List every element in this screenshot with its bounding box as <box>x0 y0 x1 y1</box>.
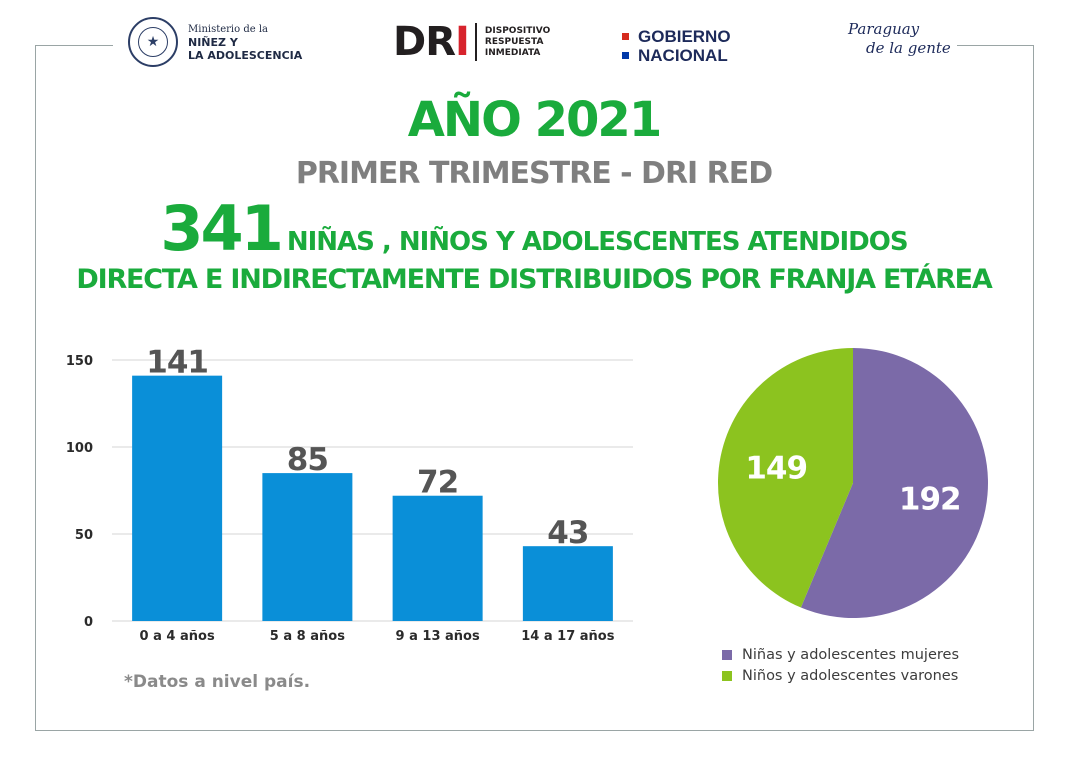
ministerio-logo: ★ Ministerio de la NIÑEZ Y LA ADOLESCENC… <box>128 17 302 67</box>
x-tick-label: 14 a 17 años <box>521 629 614 644</box>
page-title: AÑO 2021 <box>407 92 662 148</box>
bar <box>262 473 353 621</box>
legend-swatch-varones <box>722 670 732 681</box>
dri-line1: DISPOSITIVO <box>484 25 551 36</box>
bar-data-label: 85 <box>287 442 328 478</box>
dri-line2: RESPUESTA <box>484 36 544 47</box>
gobierno-line1: GOBIERNO <box>638 27 731 46</box>
pie-data-label: 192 <box>899 481 961 517</box>
paraguay-line2: de la gente <box>866 39 951 57</box>
bar <box>392 495 483 621</box>
bar <box>132 375 223 621</box>
ministerio-line1: Ministerio de la <box>188 23 268 35</box>
x-tick-label: 9 a 13 años <box>396 629 480 644</box>
dri-line3: INMEDIATA <box>484 47 541 58</box>
dri-letter-i: I <box>455 19 470 65</box>
pie-legend: Niñas y adolescentes mujeres Niños y ado… <box>722 644 959 686</box>
flag-icon <box>622 33 629 59</box>
dri-logo: DRI DISPOSITIVO RESPUESTA INMEDIATA <box>393 22 550 62</box>
y-tick-label: 50 <box>75 528 93 543</box>
gobierno-logo: GOBIERNO NACIONAL <box>622 27 731 65</box>
gobierno-line2: NACIONAL <box>638 46 728 65</box>
page-subtitle: PRIMER TRIMESTRE - DRI RED <box>295 156 773 191</box>
paraguay-line1: Paraguay <box>848 20 920 38</box>
pie-slice <box>718 348 853 608</box>
frame-left <box>35 45 36 731</box>
dri-letter-d: D <box>393 19 426 65</box>
ministerio-line2: NIÑEZ Y <box>188 35 238 49</box>
frame-top-right <box>957 45 1034 46</box>
bar <box>522 546 613 621</box>
bar-data-label: 72 <box>417 465 458 501</box>
frame-right <box>1033 45 1034 731</box>
legend-swatch-mujeres <box>722 649 732 660</box>
headline-text: NIÑAS , NIÑOS Y ADOLESCENTES ATENDIDOS <box>286 227 909 257</box>
legend-label-mujeres: Niñas y adolescentes mujeres <box>742 646 960 663</box>
y-tick-label: 100 <box>66 441 93 456</box>
x-tick-label: 5 a 8 años <box>270 629 345 644</box>
legend-label-varones: Niños y adolescentes varones <box>742 667 959 684</box>
headline-line2: DIRECTA E INDIRECTAMENTE DISTRIBUIDOS PO… <box>76 264 992 295</box>
frame-top-left <box>35 45 113 46</box>
footnote: *Datos a nivel país. <box>124 672 311 692</box>
seal-icon: ★ <box>128 17 178 67</box>
pie-slice <box>800 348 989 618</box>
headline: 341 NIÑAS , NIÑOS Y ADOLESCENTES ATENDIDO… <box>0 192 1068 265</box>
ministerio-line3: LA ADOLESCENCIA <box>188 48 303 62</box>
total-count: 341 <box>160 192 283 265</box>
y-tick-label: 150 <box>66 354 93 369</box>
pie-data-label: 149 <box>745 451 807 487</box>
header-logos: ★ Ministerio de la NIÑEZ Y LA ADOLESCENC… <box>0 0 1068 90</box>
dri-wordmark: DRI <box>393 19 470 65</box>
legend-item-varones: Niños y adolescentes varones <box>722 665 959 686</box>
frame-bottom <box>35 730 1034 731</box>
dri-separator <box>474 23 477 61</box>
bar-data-label: 141 <box>146 345 208 381</box>
paraguay-logo: Paraguay de la gente <box>848 20 951 58</box>
dri-letter-r: R <box>425 19 456 65</box>
legend-item-mujeres: Niñas y adolescentes mujeres <box>722 644 959 665</box>
y-tick-label: 0 <box>84 615 93 630</box>
x-tick-label: 0 a 4 años <box>140 629 215 644</box>
bar-data-label: 43 <box>547 515 588 551</box>
